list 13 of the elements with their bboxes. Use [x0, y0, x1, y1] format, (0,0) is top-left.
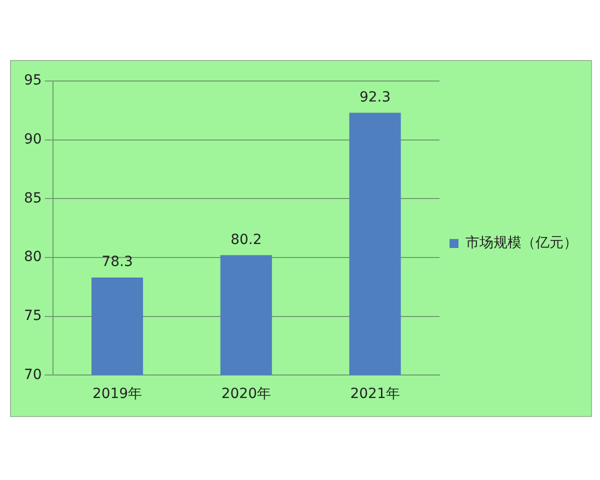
legend-label: 市场规模（亿元） — [466, 235, 578, 252]
x-tick-label: 2020年 — [221, 386, 271, 402]
x-tick-label: 2021年 — [350, 386, 400, 402]
y-tick-label: 95 — [24, 72, 42, 89]
y-tick-label: 75 — [24, 308, 42, 324]
data-label: 92.3 — [359, 89, 391, 106]
data-label: 80.2 — [230, 232, 262, 248]
y-tick-label: 80 — [24, 249, 42, 266]
y-tick-label: 70 — [24, 366, 42, 383]
y-tick-label: 85 — [24, 190, 42, 206]
data-label: 78.3 — [102, 254, 133, 270]
y-tick-label: 90 — [24, 131, 42, 148]
x-tick-label: 2019年 — [92, 386, 142, 402]
